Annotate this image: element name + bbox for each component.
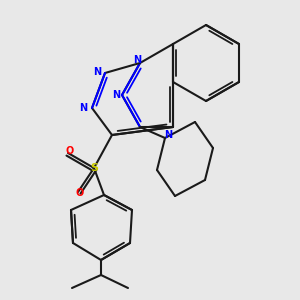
- Text: O: O: [75, 188, 84, 199]
- Text: N: N: [133, 55, 141, 65]
- Text: N: N: [164, 130, 172, 140]
- Text: O: O: [65, 146, 74, 157]
- Text: N: N: [93, 67, 102, 76]
- Text: S: S: [90, 163, 98, 173]
- Text: N: N: [112, 90, 120, 100]
- Text: N: N: [79, 103, 87, 113]
